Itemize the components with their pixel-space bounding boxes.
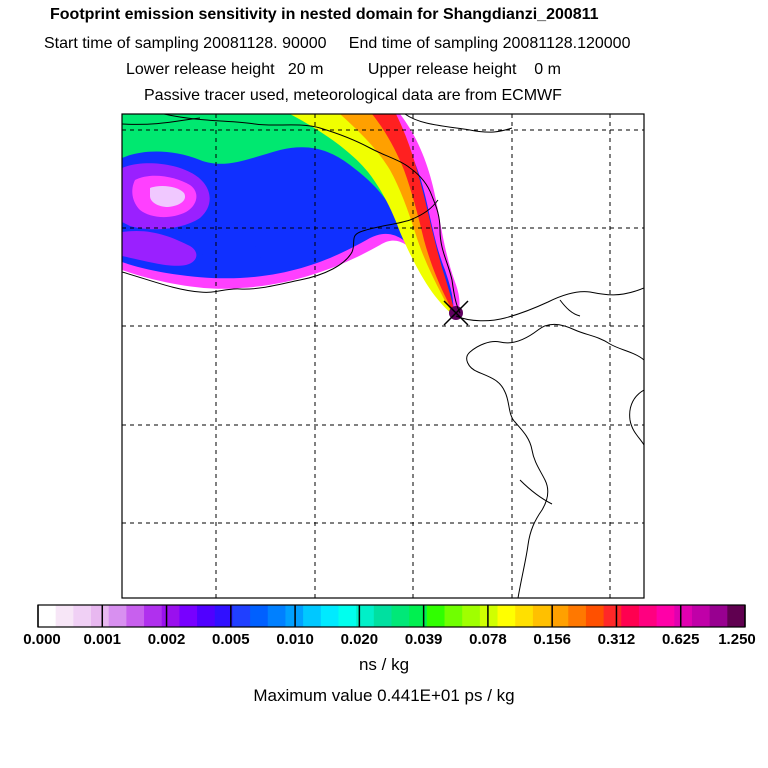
colorbar-swatch: [214, 605, 233, 627]
colorbar-labels: 0.000 0.001 0.002 0.005 0.010 0.020 0.039 0.078…: [23, 631, 756, 648]
colorbar-swatch: [585, 605, 605, 627]
colorbar-swatch: [391, 605, 410, 627]
colorbar-swatch: [444, 605, 463, 627]
colorbar: [37, 604, 746, 628]
footprint-plume: [122, 114, 463, 320]
sampling-time-line: Start time of sampling 20081128. 90000 E…: [44, 35, 631, 52]
colorbar-tick-label: 0.002: [148, 631, 186, 648]
maximum-value-text: Maximum value 0.441E+01 ps / kg: [253, 686, 515, 705]
colorbar-swatch: [126, 605, 145, 627]
colorbar-swatch: [568, 605, 587, 627]
colorbar-units: ns / kg: [358, 655, 410, 674]
plume-streak-purple: [122, 230, 197, 266]
colorbar-swatch: [409, 605, 428, 627]
colorbar-swatch: [197, 605, 216, 627]
colorbar-tick-label: 0.001: [83, 631, 121, 648]
plume-streak-blue: [197, 238, 262, 265]
colorbar-swatch: [709, 605, 728, 627]
plume-band-red: [372, 114, 455, 315]
colorbar-swatch: [303, 605, 322, 627]
colorbar-swatch: [38, 605, 57, 627]
colorbar-swatch: [250, 605, 269, 627]
colorbar-swatch: [462, 605, 481, 627]
colorbar-tick-label: 0.156: [533, 631, 571, 648]
colorbar-swatch: [656, 605, 675, 627]
colorbar-swatch: [515, 605, 534, 627]
colorbar-swatch: [479, 605, 499, 627]
colorbar-swatch: [338, 605, 357, 627]
map-title: Footprint emission sensitivity in nested…: [50, 6, 599, 23]
graticule: [122, 114, 644, 598]
colorbar-swatch: [373, 605, 392, 627]
colorbar-frame: [37, 604, 746, 628]
colorbar-swatch: [356, 605, 375, 627]
colorbar-tick-label: 0.039: [405, 631, 443, 648]
colorbar-tick-label: 0.312: [598, 631, 636, 648]
colorbar-swatch: [73, 605, 92, 627]
colorbar-swatch: [497, 605, 516, 627]
colorbar-swatch: [161, 605, 180, 627]
release-height-line: Lower release height 20 m Upper release …: [126, 61, 561, 78]
colorbar-swatch: [267, 605, 286, 627]
colorbar-swatch: [179, 605, 198, 627]
colorbar-swatch: [91, 605, 110, 627]
plume-band-orange: [340, 114, 454, 315]
colorbar-swatch: [232, 605, 251, 627]
receptor-cross-icon: [443, 300, 469, 326]
colorbar-tick-label: 0.010: [276, 631, 314, 648]
plume-blob-white: [150, 185, 186, 207]
colorbar-swatch: [727, 605, 746, 627]
colorbar-tick-label: 0.000: [23, 631, 61, 648]
map-frame: [121, 113, 645, 599]
colorbar-swatch: [144, 605, 163, 627]
plume-band-yellow: [290, 114, 453, 315]
colorbar-swatch: [320, 605, 339, 627]
colorbar-tick-label: 0.005: [212, 631, 250, 648]
colorbar-swatch: [603, 605, 622, 627]
colorbar-tick-label: 0.625: [662, 631, 700, 648]
colorbar-swatch: [550, 605, 569, 627]
coastlines: [122, 114, 644, 598]
colorbar-tick-label: 1.250: [718, 631, 756, 648]
colorbar-swatch: [55, 605, 74, 627]
colorbar-swatch: [691, 605, 711, 627]
colorbar-tick-label: 0.020: [341, 631, 379, 648]
colorbar-swatch: [108, 605, 127, 627]
colorbar-tick-label: 0.078: [469, 631, 507, 648]
colorbar-swatch: [638, 605, 658, 627]
tracer-info-line: Passive tracer used, meteorological data…: [144, 87, 562, 104]
colorbar-swatch: [532, 605, 552, 627]
colorbar-swatch: [674, 605, 693, 627]
colorbar-swatch: [426, 605, 446, 627]
colorbar-swatch: [621, 605, 640, 627]
